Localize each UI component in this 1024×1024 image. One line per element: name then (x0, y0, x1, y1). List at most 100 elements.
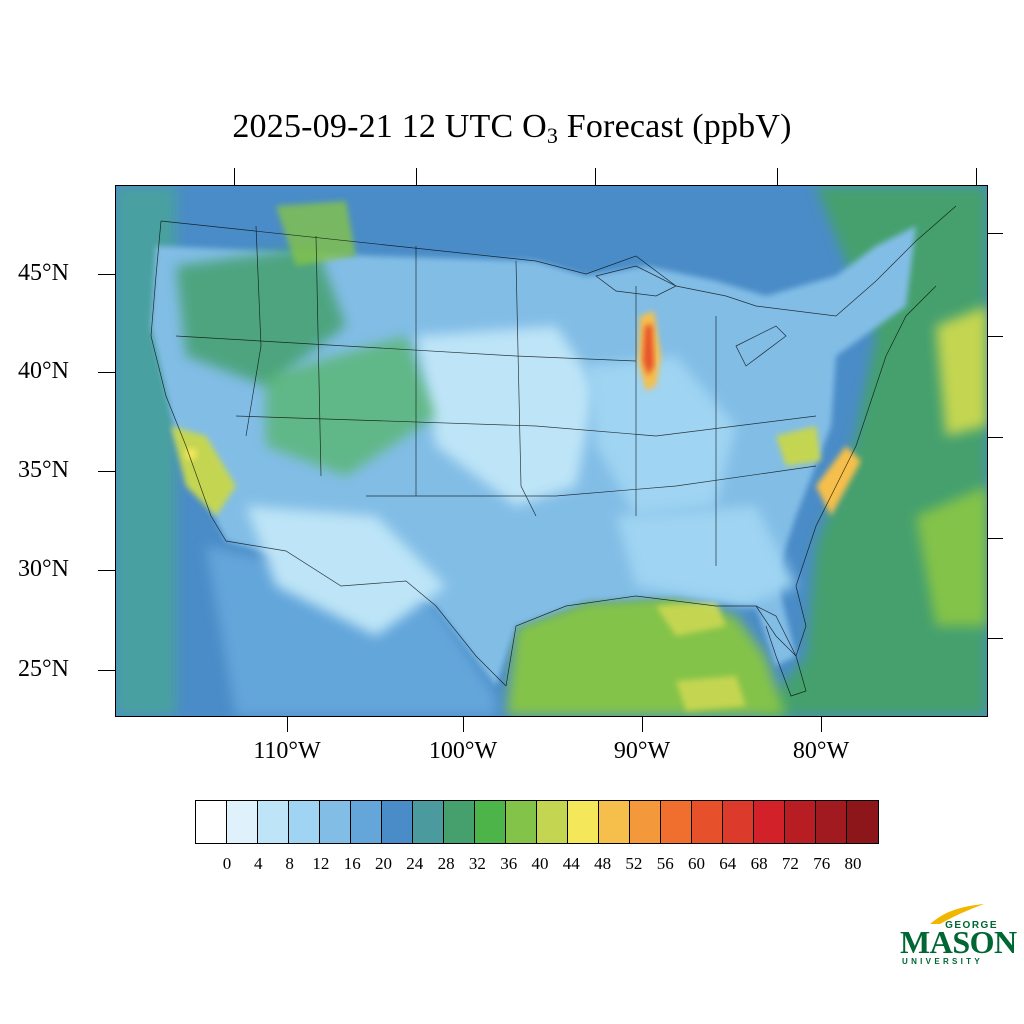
logo-george: GEORGE (945, 920, 998, 931)
right-tick-2 (986, 336, 1003, 337)
atlantic-green-band (916, 486, 987, 626)
colorbar-label: 76 (813, 854, 831, 873)
bottom-tick-1 (287, 715, 288, 732)
bottom-tick-2 (463, 715, 464, 732)
atlantic-coast (795, 285, 937, 587)
us-mexico-border (225, 540, 507, 687)
border-lines (150, 205, 957, 697)
mexico-land (206, 546, 496, 716)
colorbar-swatch (630, 801, 661, 843)
colorbar-swatch (723, 801, 754, 843)
right-tick-3 (986, 437, 1003, 438)
colorbar-swatch (289, 801, 320, 843)
gulf-yellow-south (676, 676, 746, 711)
colorbar-label: 24 (406, 854, 424, 873)
colorbar-swatch (351, 801, 382, 843)
state-line-2 (315, 235, 322, 477)
colorbar-swatch (847, 801, 878, 843)
right-tick-4 (986, 538, 1003, 539)
colorbar-swatch (785, 801, 816, 843)
us-west-coast (150, 220, 227, 542)
midwest-low (586, 356, 736, 516)
southeast-low (616, 506, 796, 606)
gulf-coast (505, 585, 807, 687)
colorbar-label: 60 (688, 854, 705, 873)
top-tick-5 (976, 168, 977, 185)
colorbar-label: 32 (468, 854, 486, 873)
colorbar-swatch (475, 801, 506, 843)
colorbar-label: 64 (719, 854, 737, 873)
lat-label-30: 30°N (18, 556, 69, 582)
left-tick-2 (98, 372, 115, 373)
colorbar-swatch (506, 801, 537, 843)
logo-mason: MASON (900, 924, 1017, 960)
colorbar-label: 36 (500, 854, 518, 873)
colorbar-label: 44 (562, 854, 580, 873)
colorbar-label: 28 (437, 854, 455, 873)
bottom-tick-3 (642, 715, 643, 732)
right-tick-1 (986, 233, 1003, 234)
bottom-tick-4 (821, 715, 822, 732)
colorbar-label: 52 (625, 854, 643, 873)
colorbar-label: 16 (343, 854, 361, 873)
top-tick-1 (234, 168, 235, 185)
colorbar-label: 72 (781, 854, 799, 873)
map-title: 2025-09-21 12 UTC O3 Forecast (ppbV) (232, 108, 792, 148)
colorbar-swatch (258, 801, 289, 843)
colorbar-swatch (568, 801, 599, 843)
ozone-map-svg (116, 186, 987, 716)
lon-label-90: 90°W (613, 738, 671, 764)
lake-michigan-core (643, 324, 654, 376)
colorbar-swatch (444, 801, 475, 843)
lon-label-80: 80°W (792, 738, 850, 764)
left-tick-4 (98, 570, 115, 571)
top-tick-4 (777, 168, 778, 185)
southwest-low (246, 506, 446, 636)
colorbar-swatch (382, 801, 413, 843)
left-tick-3 (98, 471, 115, 472)
state-line-9 (366, 465, 817, 497)
lon-label-110: 110°W (253, 738, 321, 764)
colorbar-swatch (661, 801, 692, 843)
top-tick-2 (416, 168, 417, 185)
colorbar-labels: 0 4 8 12 16 20 24 28 32 36 40 44 48 52 56 60 64 68 72 76 80 (0, 854, 1024, 878)
colorbar-label: 40 (531, 854, 549, 873)
colorbar-label: 48 (594, 854, 612, 873)
virginia-hotspot (776, 426, 821, 466)
california-core (185, 448, 197, 460)
colorbar (195, 800, 879, 844)
colorbar-label: 80 (844, 854, 862, 873)
colorbar-swatch (692, 801, 723, 843)
state-line-1 (245, 225, 262, 437)
gmu-logo: GEORGE MASON UNIVERSITY (898, 902, 1017, 972)
colorbar-label: 12 (312, 854, 330, 873)
us-canada-border (160, 205, 957, 317)
state-line-7 (175, 335, 637, 362)
right-tick-5 (986, 638, 1003, 639)
left-tick-5 (98, 670, 115, 671)
title-subscript: 3 (546, 123, 559, 148)
colorbar-swatch (320, 801, 351, 843)
lat-label-40: 40°N (18, 358, 69, 384)
colorbar-swatch (227, 801, 258, 843)
lon-label-100: 100°W (428, 738, 498, 764)
colorbar-swatch (599, 801, 630, 843)
atlantic-yellow (936, 306, 987, 436)
lat-label-35: 35°N (18, 457, 69, 483)
colorbar-label: 20 (375, 854, 392, 873)
florida-outline (755, 605, 807, 697)
colorbar-swatch (537, 801, 568, 843)
plains-low (416, 326, 596, 506)
lat-label-45: 45°N (18, 260, 69, 286)
colorbar-swatch (413, 801, 444, 843)
colorbar-swatch (196, 801, 227, 843)
colorbar-label: 0 (222, 854, 232, 873)
ozone-map (115, 185, 988, 717)
lat-label-25: 25°N (18, 656, 69, 682)
colorbar-label: 4 (254, 854, 263, 873)
colorbar-label: 56 (656, 854, 674, 873)
colorbar-swatch (816, 801, 847, 843)
top-tick-3 (595, 168, 596, 185)
colorbar-label: 68 (750, 854, 768, 873)
state-line-8 (235, 415, 817, 437)
